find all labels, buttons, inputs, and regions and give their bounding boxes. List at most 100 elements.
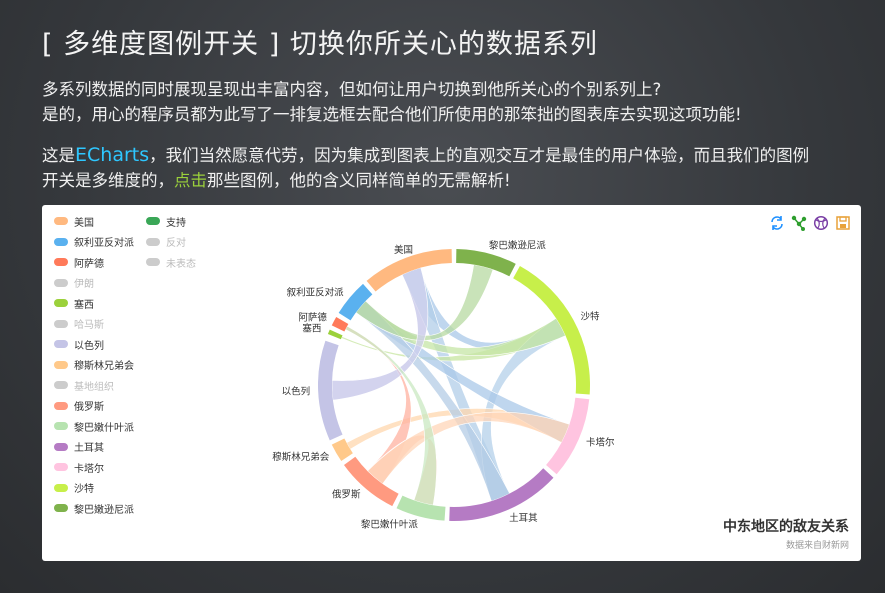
legend-swatch [54,401,68,410]
legend-item[interactable]: 黎巴嫩什叶派 [54,419,134,434]
legend-item[interactable]: 俄罗斯 [54,399,104,413]
legend-swatch [54,217,68,225]
refresh-icon[interactable] [769,215,785,231]
legend-label: 美国 [74,217,94,229]
chord-node-arc[interactable] [366,249,452,292]
legend-item[interactable]: 伊朗 [54,276,94,290]
intro-line-3: 这是ECharts，我们当然愿意代劳，因为集成到图表上的直观交互才是最佳的用户体… [42,143,809,168]
legend-item[interactable]: 反对 [146,235,186,249]
legend-swatch [54,422,68,430]
click-highlight: 点击 [174,171,207,190]
legend-swatch [54,278,68,287]
legend-label: 阿萨德 [74,258,104,270]
legend-item[interactable]: 基地组织 [54,378,114,393]
chart-title: 中东地区的敌友关系 [723,519,849,535]
chord-node-label: 黎巴嫩逊尼派 [489,239,547,251]
legend-label: 黎巴嫩什叶派 [74,422,134,434]
chord-node-arc[interactable] [338,283,373,321]
legend-item[interactable]: 未表态 [146,255,196,270]
intro-line-2: 是的，用心的程序员都为此写了一排复选框去配合他们所使用的那笨拙的图表库去实现这项… [42,105,742,124]
chord-node-arc[interactable] [546,397,590,475]
intro-line-4-post: 那些图例，他的含义同样简单的无需解析! [207,171,511,190]
chord-node-label: 塞西 [302,323,321,335]
intro-paragraph-2: 这是ECharts，我们当然愿意代劳，因为集成到图表上的直观交互才是最佳的用户体… [42,143,809,193]
chord-node-label: 叙利亚反对派 [287,286,345,298]
force-layout-icon[interactable] [791,215,807,231]
legend-label: 以色列 [74,340,104,352]
chord-node-label: 阿萨德 [298,311,327,323]
chord-node-arc[interactable] [513,266,590,395]
legend-label: 叙利亚反对派 [74,238,134,249]
intro-line-1: 多系列数据的同时展现呈现出丰富内容，但如何让用户切换到他所关心的个别系列上? [42,80,662,99]
legend-label: 土耳其 [74,443,104,454]
legend-item[interactable]: 土耳其 [54,440,104,454]
intro-line-3-post: ，我们当然愿意代劳，因为集成到图表上的直观交互才是最佳的用户体验，而且我们的图例 [149,146,810,165]
chart-panel: 美国 叙利亚反对派 阿萨德 伊朗 塞西 哈马斯 以色列 穆斯林兄弟会 基地组织 俄罗斯 黎巴嫩什叶派… [42,205,861,561]
legend-item[interactable]: 叙利亚反对派 [54,235,134,249]
legend-label: 哈马斯 [74,320,104,331]
legend-swatch [146,217,160,225]
legend-item[interactable]: 支持 [146,214,186,229]
legend-swatch [54,258,68,266]
chord-node-label: 俄罗斯 [332,488,361,500]
chord-node-arc[interactable] [396,495,446,521]
legend-swatch [54,237,68,246]
legend-label: 黎巴嫩逊尼派 [74,504,134,516]
legend-swatch [54,299,68,307]
legend-label: 未表态 [166,258,196,270]
legend-item[interactable]: 塞西 [54,296,94,311]
legend-label: 支持 [166,217,186,229]
legend-swatch [54,340,68,348]
chord-node-label: 黎巴嫩什叶派 [361,518,419,530]
chord-node-label: 美国 [394,244,413,256]
legend-label: 穆斯林兄弟会 [74,361,134,372]
legend-swatch [54,381,68,389]
legend-label: 俄罗斯 [74,402,104,413]
legend-swatch [54,319,68,328]
intro-line-3-pre: 这是 [42,146,75,165]
intro-line-4-pre: 开关是多维度的， [42,171,174,190]
legend-label: 卡塔尔 [74,463,104,475]
chart-toolbox [769,215,851,231]
legend-item[interactable]: 穆斯林兄弟会 [54,358,134,372]
legend-item[interactable]: 卡塔尔 [54,460,104,475]
intro-paragraph-1: 多系列数据的同时展现呈现出丰富内容，但如何让用户切换到他所关心的个别系列上? 是… [42,77,742,127]
intro-line-4: 开关是多维度的，点击那些图例，他的含义同样简单的无需解析! [42,168,809,193]
chord-node-arc[interactable] [449,468,554,521]
legend-swatch [54,483,68,492]
legend-item[interactable]: 黎巴嫩逊尼派 [54,501,134,516]
chord-node-label: 穆斯林兄弟会 [272,451,330,463]
chord-node-arc[interactable] [456,249,516,277]
legend-swatch [146,258,160,266]
page-title: [ 多维度图例开关 ] 切换你所关心的数据系列 [42,29,598,60]
chord-node-arc[interactable] [343,456,399,507]
chord-node-label: 沙特 [581,310,601,322]
legend-item[interactable]: 哈马斯 [54,317,104,331]
legend-item[interactable]: 阿萨德 [54,255,104,270]
chord-node-arc[interactable] [331,438,353,462]
chord-icon[interactable] [813,215,829,231]
chord-node-arc[interactable] [327,329,343,340]
legend-item[interactable]: 以色列 [54,337,104,352]
legend-swatch [54,442,68,451]
chord-node-arc[interactable] [318,340,343,441]
echarts-brand-link[interactable]: ECharts [75,144,150,166]
chord-ribbon[interactable] [367,411,570,485]
legend-swatch [146,237,160,246]
chord-node-label: 卡塔尔 [586,436,615,448]
chart-subtitle: 数据来自财新网 [785,541,849,551]
save-image-icon[interactable] [835,215,851,231]
legend-item[interactable]: 美国 [54,214,94,229]
chord-node-arc[interactable] [331,317,349,332]
legend-item[interactable]: 沙特 [54,481,94,495]
legend-label: 基地组织 [74,381,114,393]
legend-swatch [54,463,68,471]
chord-node-label: 土耳其 [509,512,538,524]
legend-swatch [54,504,68,512]
legend-label: 反对 [166,238,186,249]
legend-label: 伊朗 [74,279,94,290]
chord-node-label: 以色列 [282,385,311,397]
legend-label: 塞西 [74,299,94,311]
legend-swatch [54,360,68,369]
